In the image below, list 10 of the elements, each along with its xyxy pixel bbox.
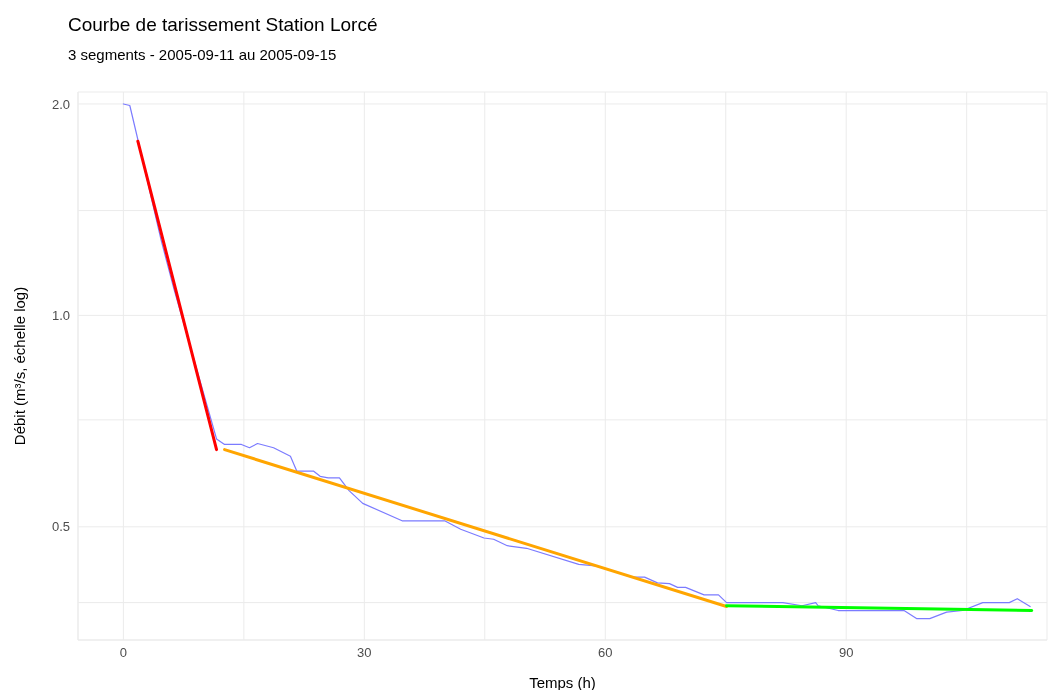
x-tick-label: 30 xyxy=(357,645,372,661)
y-tick-label: 1.0 xyxy=(51,308,70,323)
x-tick-label: 60 xyxy=(598,645,613,661)
x-tick-label: 90 xyxy=(838,645,854,661)
x-tick-label: 0 xyxy=(119,645,127,661)
y-tick-label: 2.0 xyxy=(51,96,70,112)
chart-subtitle: 3 segments - 2005-09-11 au 2005-09-15 xyxy=(68,46,337,63)
y-axis-title: Débit (m³/s, échelle log) xyxy=(11,286,29,446)
y-tick-label: 0.5 xyxy=(51,519,70,535)
chart-title: Courbe de tarissement Station Lorcé xyxy=(68,14,378,36)
